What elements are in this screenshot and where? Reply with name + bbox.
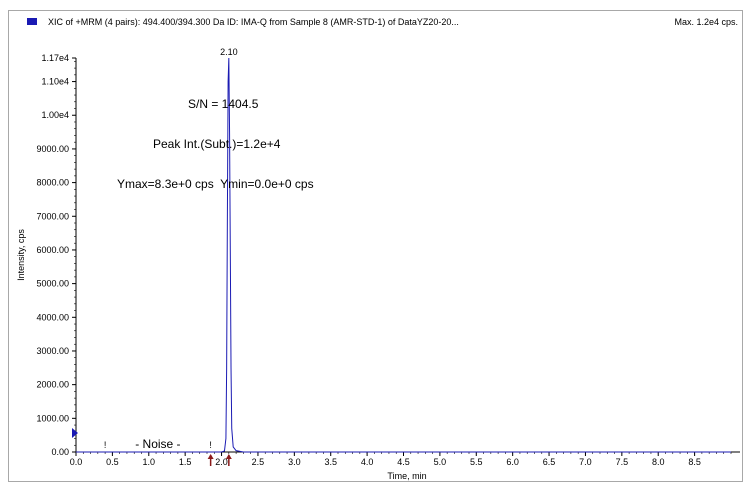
x-tick-label: 5.0 bbox=[434, 457, 447, 467]
y-tick-label: 3000.00 bbox=[36, 346, 69, 356]
y-tick-label: 9000.00 bbox=[36, 144, 69, 154]
y-tick-label: 6000.00 bbox=[36, 245, 69, 255]
y-axis-marker-icon[interactable] bbox=[72, 428, 78, 438]
xic-trace bbox=[76, 57, 731, 453]
max-label: Max. 1.2e4 cps. bbox=[674, 17, 738, 27]
x-tick-label: 0.0 bbox=[70, 457, 83, 467]
chart-title: XIC of +MRM (4 pairs): 494.400/394.300 D… bbox=[48, 17, 459, 27]
x-tick-label: 3.0 bbox=[288, 457, 301, 467]
y-tick-label: 1.17e4 bbox=[41, 53, 69, 63]
series-legend-swatch bbox=[27, 18, 37, 25]
x-tick-label: 2.0 bbox=[215, 457, 228, 467]
x-tick-label: 6.5 bbox=[543, 457, 556, 467]
y-tick-label: 1000.00 bbox=[36, 413, 69, 423]
integration-arrow-head bbox=[225, 454, 232, 459]
peak-apex-label: 2.10 bbox=[220, 47, 238, 57]
noise-label: - Noise - bbox=[135, 437, 180, 451]
y-tick-label: 7000.00 bbox=[36, 211, 69, 221]
chart-frame bbox=[8, 10, 743, 482]
y-axis-label: Intensity, cps bbox=[16, 229, 26, 281]
x-tick-label: 7.5 bbox=[616, 457, 629, 467]
x-tick-label: 8.5 bbox=[688, 457, 701, 467]
y-range-annotation: Ymax=8.3e+0 cps Ymin=0.0e+0 cps bbox=[117, 177, 314, 191]
x-tick-label: 2.5 bbox=[252, 457, 265, 467]
y-tick-label: 5000.00 bbox=[36, 279, 69, 289]
x-tick-label: 4.5 bbox=[397, 457, 410, 467]
integration-arrow-head bbox=[207, 454, 214, 459]
noise-end-marker: ! bbox=[209, 440, 212, 450]
noise-start-marker: ! bbox=[104, 440, 107, 450]
y-tick-label: 2000.00 bbox=[36, 380, 69, 390]
signal-to-noise-annotation: S/N = 1404.5 bbox=[188, 97, 259, 111]
y-tick-label: 8000.00 bbox=[36, 178, 69, 188]
x-tick-label: 7.0 bbox=[579, 457, 592, 467]
x-tick-label: 1.0 bbox=[143, 457, 156, 467]
x-tick-label: 4.0 bbox=[361, 457, 374, 467]
x-axis-label: Time, min bbox=[387, 471, 426, 481]
x-tick-label: 0.5 bbox=[106, 457, 119, 467]
x-tick-label: 3.5 bbox=[324, 457, 337, 467]
y-tick-label: 1.00e4 bbox=[41, 110, 69, 120]
y-tick-label: 4000.00 bbox=[36, 312, 69, 322]
x-tick-label: 6.0 bbox=[506, 457, 519, 467]
x-tick-label: 1.5 bbox=[179, 457, 192, 467]
peak-intensity-annotation: Peak Int.(Subt.)=1.2e+4 bbox=[153, 137, 281, 151]
y-tick-label: 1.10e4 bbox=[41, 77, 69, 87]
x-tick-label: 8.0 bbox=[652, 457, 665, 467]
x-tick-label: 5.5 bbox=[470, 457, 483, 467]
y-tick-label: 0.00 bbox=[51, 447, 69, 457]
chart-header: XIC of +MRM (4 pairs): 494.400/394.300 D… bbox=[14, 14, 738, 30]
